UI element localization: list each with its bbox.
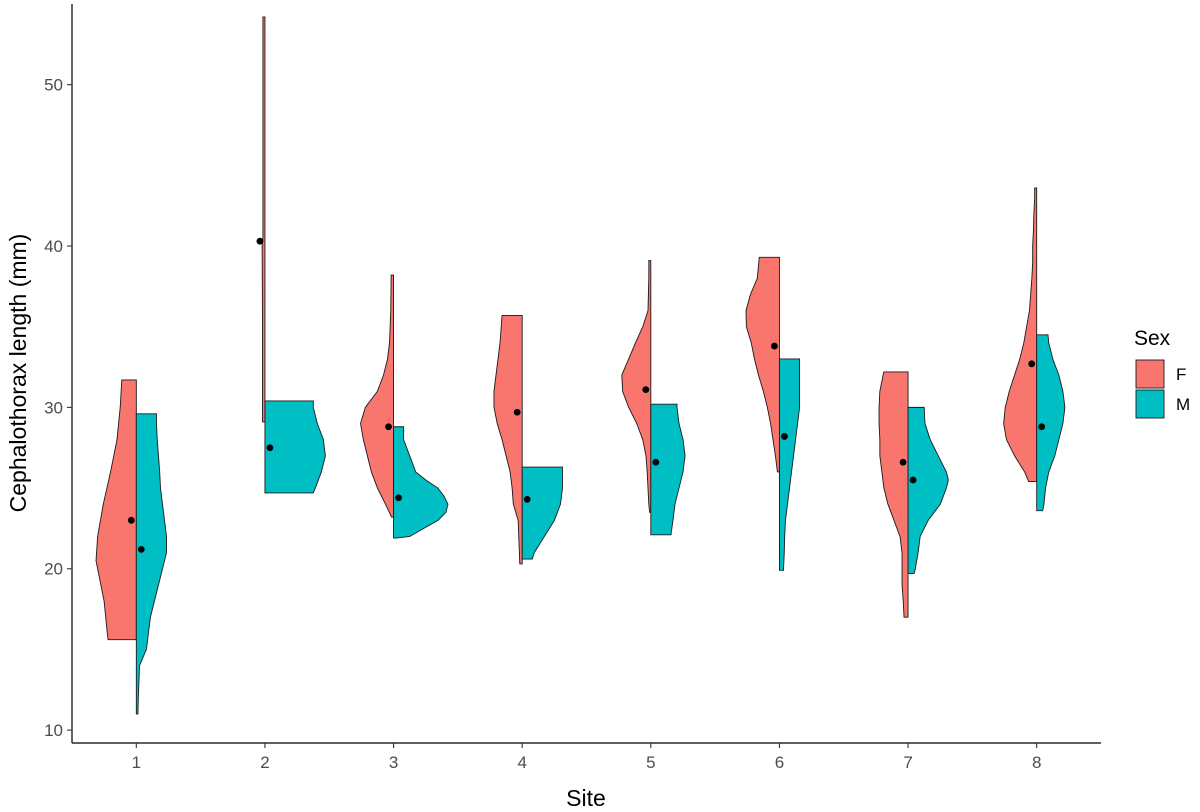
- violin-layer: [95, 16, 1066, 715]
- violin-F-site-4: [493, 314, 523, 565]
- mean-points-layer: [127, 237, 1046, 553]
- y-tick-label: 20: [44, 560, 63, 579]
- legend-title: Sex: [1134, 327, 1171, 350]
- legend-label-F: F: [1176, 365, 1186, 384]
- violin-F-site-1: [95, 379, 137, 641]
- violin-M-site-4: [521, 466, 563, 560]
- x-ticks: 1 2 3 4 5 6 7 8: [132, 743, 1041, 772]
- mean-point-F-site-1: [127, 516, 135, 524]
- mean-point-M-site-6: [781, 433, 788, 440]
- mean-point-F-site-5: [642, 386, 650, 394]
- violin-M-site-8: [1036, 334, 1066, 512]
- x-tick-label: 3: [389, 753, 398, 772]
- y-axis-title: Cephalothorax length (mm): [5, 234, 31, 513]
- violin-M-site-3: [393, 426, 449, 539]
- mean-point-M-site-5: [652, 458, 660, 466]
- violin-F-site-3: [360, 274, 395, 518]
- x-tick-label: 2: [260, 753, 269, 772]
- x-tick-label: 1: [132, 753, 141, 772]
- mean-point-M-site-1: [137, 545, 145, 553]
- mean-point-F-site-7: [899, 458, 907, 466]
- violin-F-site-5: [621, 260, 652, 513]
- mean-point-F-site-4: [513, 408, 521, 416]
- mean-point-F-site-3: [385, 423, 392, 431]
- violin-F-site-8: [1003, 187, 1038, 483]
- violin-M-site-7: [907, 406, 949, 575]
- y-tick-label: 30: [44, 398, 63, 417]
- y-ticks: 10 20 30 40 50: [44, 76, 72, 740]
- violin-M-site-2: [264, 400, 326, 494]
- x-tick-label: 8: [1032, 753, 1041, 772]
- legend: Sex FM: [1134, 327, 1190, 419]
- mean-point-M-site-8: [1038, 423, 1046, 431]
- legend-swatch-M: [1135, 389, 1165, 419]
- violin-F-site-6: [745, 256, 780, 473]
- x-tick-label: 5: [646, 753, 655, 772]
- mean-point-F-site-6: [771, 342, 778, 350]
- mean-point-M-site-7: [909, 476, 917, 484]
- y-tick-label: 10: [44, 721, 63, 740]
- violin-F-site-7: [878, 371, 909, 618]
- violin-F-site-2: [261, 16, 266, 423]
- violin-M-site-1: [135, 413, 167, 715]
- mean-point-F-site-2: [256, 237, 264, 245]
- axes-layer: [71, 4, 1101, 744]
- mean-point-M-site-2: [266, 444, 274, 452]
- mean-point-M-site-3: [395, 494, 402, 502]
- x-tick-label: 6: [775, 753, 784, 772]
- y-tick-label: 40: [44, 237, 63, 256]
- x-axis-title: Site: [566, 785, 606, 811]
- x-tick-label: 7: [903, 753, 912, 772]
- mean-point-M-site-4: [523, 495, 531, 503]
- violin-M-site-5: [650, 403, 686, 536]
- legend-label-M: M: [1176, 395, 1190, 414]
- violin-M-site-6: [778, 358, 801, 571]
- x-tick-label: 4: [517, 753, 526, 772]
- mean-point-F-site-8: [1028, 360, 1036, 368]
- legend-swatch-F: [1135, 359, 1165, 389]
- y-tick-label: 50: [44, 76, 63, 95]
